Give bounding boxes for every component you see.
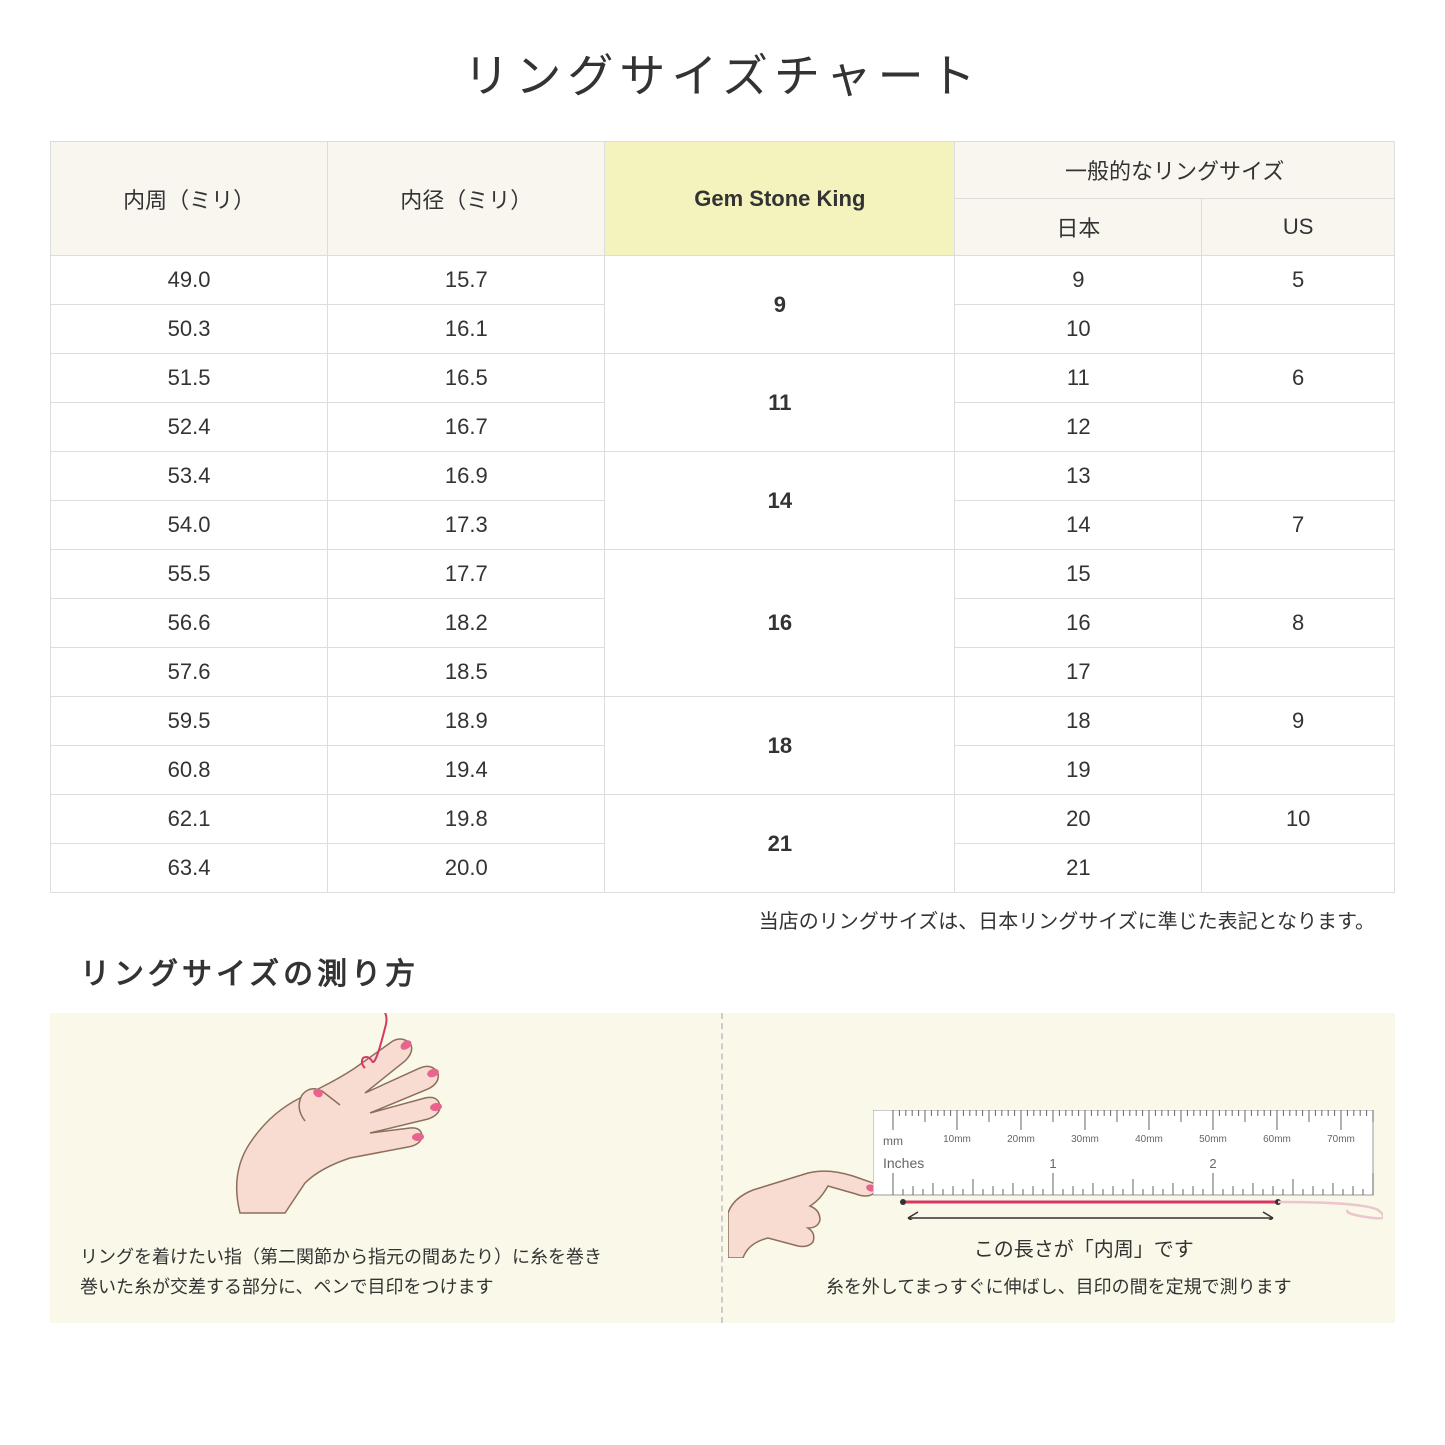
cell-circumference: 54.0 (51, 501, 328, 550)
svg-text:10mm: 10mm (943, 1134, 971, 1145)
cell-circumference: 52.4 (51, 403, 328, 452)
cell-japan: 19 (955, 746, 1202, 795)
cell-brand-size: 9 (605, 256, 955, 354)
cell-us (1202, 305, 1395, 354)
cell-us (1202, 648, 1395, 697)
cell-diameter: 18.2 (328, 599, 605, 648)
cell-diameter: 19.4 (328, 746, 605, 795)
cell-circumference: 62.1 (51, 795, 328, 844)
cell-circumference: 51.5 (51, 354, 328, 403)
cell-diameter: 15.7 (328, 256, 605, 305)
cell-us: 9 (1202, 697, 1395, 746)
svg-text:30mm: 30mm (1071, 1134, 1099, 1145)
instruction-right-panel: 10mm 20mm 30mm 40mm 50mm 60mm 70mm 1 2 mm Inches… (723, 1013, 1396, 1323)
cell-us (1202, 844, 1395, 893)
instruction-right-text: 糸を外してまっすぐに伸ばし、目印の間を定規で測ります (753, 1272, 1366, 1303)
table-row: 59.518.918189 (51, 697, 1395, 746)
cell-circumference: 60.8 (51, 746, 328, 795)
svg-text:20mm: 20mm (1007, 1134, 1035, 1145)
cell-circumference: 56.6 (51, 599, 328, 648)
cell-japan: 10 (955, 305, 1202, 354)
cell-brand-size: 18 (605, 697, 955, 795)
cell-us (1202, 403, 1395, 452)
cell-us (1202, 550, 1395, 599)
cell-japan: 13 (955, 452, 1202, 501)
instructions-container: リングを着けたい指（第二関節から指元の間あたり）に糸を巻き 巻いた糸が交差する部… (50, 1013, 1395, 1323)
cell-circumference: 63.4 (51, 844, 328, 893)
svg-text:40mm: 40mm (1135, 1134, 1163, 1145)
cell-brand-size: 11 (605, 354, 955, 452)
measure-subtitle: リングサイズの測り方 (80, 949, 1395, 993)
cell-circumference: 59.5 (51, 697, 328, 746)
table-row: 49.015.7995 (51, 256, 1395, 305)
cell-brand-size: 21 (605, 795, 955, 893)
svg-text:60mm: 60mm (1263, 1134, 1291, 1145)
cell-japan: 9 (955, 256, 1202, 305)
cell-diameter: 19.8 (328, 795, 605, 844)
svg-text:70mm: 70mm (1327, 1134, 1355, 1145)
cell-japan: 17 (955, 648, 1202, 697)
cell-us: 5 (1202, 256, 1395, 305)
cell-circumference: 49.0 (51, 256, 328, 305)
ruler-mm-label: mm (883, 1134, 903, 1148)
cell-diameter: 17.3 (328, 501, 605, 550)
header-circumference: 内周（ミリ） (51, 142, 328, 256)
cell-japan: 20 (955, 795, 1202, 844)
ruler-inches-label: Inches (883, 1155, 924, 1171)
page-title: リングサイズチャート (50, 40, 1395, 106)
ruler-illustration: 10mm 20mm 30mm 40mm 50mm 60mm 70mm 1 2 mm Inches (873, 1110, 1383, 1220)
cell-us: 6 (1202, 354, 1395, 403)
cell-diameter: 17.7 (328, 550, 605, 599)
instruction-left-line1: リングを着けたい指（第二関節から指元の間あたり）に糸を巻き (80, 1247, 602, 1267)
cell-brand-size: 14 (605, 452, 955, 550)
header-diameter: 内径（ミリ） (328, 142, 605, 256)
cell-japan: 12 (955, 403, 1202, 452)
cell-diameter: 16.7 (328, 403, 605, 452)
header-general: 一般的なリングサイズ (955, 142, 1395, 199)
table-row: 62.119.8212010 (51, 795, 1395, 844)
table-body: 49.015.799550.316.11051.516.51111652.416… (51, 256, 1395, 893)
cell-diameter: 20.0 (328, 844, 605, 893)
cell-circumference: 50.3 (51, 305, 328, 354)
size-chart-table: 内周（ミリ） 内径（ミリ） Gem Stone King 一般的なリングサイズ … (50, 141, 1395, 893)
cell-japan: 16 (955, 599, 1202, 648)
svg-text:50mm: 50mm (1199, 1134, 1227, 1145)
cell-diameter: 18.5 (328, 648, 605, 697)
ruler-container: 10mm 20mm 30mm 40mm 50mm 60mm 70mm 1 2 mm Inches… (873, 1110, 1366, 1262)
cell-us: 7 (1202, 501, 1395, 550)
cell-circumference: 57.6 (51, 648, 328, 697)
cell-diameter: 16.1 (328, 305, 605, 354)
table-row: 51.516.511116 (51, 354, 1395, 403)
cell-japan: 18 (955, 697, 1202, 746)
hand-wrap-illustration (210, 1013, 550, 1223)
header-japan: 日本 (955, 199, 1202, 256)
table-note: 当店のリングサイズは、日本リングサイズに準じた表記となります。 (50, 905, 1395, 934)
cell-brand-size: 16 (605, 550, 955, 697)
cell-us (1202, 452, 1395, 501)
svg-text:1: 1 (1049, 1156, 1056, 1171)
header-us: US (1202, 199, 1395, 256)
cell-us (1202, 746, 1395, 795)
svg-text:2: 2 (1209, 1156, 1216, 1171)
cell-japan: 21 (955, 844, 1202, 893)
instruction-left-line2: 巻いた糸が交差する部分に、ペンで目印をつけます (80, 1277, 493, 1297)
cell-japan: 15 (955, 550, 1202, 599)
table-row: 55.517.71615 (51, 550, 1395, 599)
table-row: 53.416.91413 (51, 452, 1395, 501)
cell-diameter: 18.9 (328, 697, 605, 746)
instruction-left-text: リングを着けたい指（第二関節から指元の間あたり）に糸を巻き 巻いた糸が交差する部… (80, 1242, 691, 1303)
cell-japan: 11 (955, 354, 1202, 403)
cell-japan: 14 (955, 501, 1202, 550)
header-brand: Gem Stone King (605, 142, 955, 256)
cell-diameter: 16.5 (328, 354, 605, 403)
instruction-left-panel: リングを着けたい指（第二関節から指元の間あたり）に糸を巻き 巻いた糸が交差する部… (50, 1013, 723, 1323)
cell-diameter: 16.9 (328, 452, 605, 501)
cell-us: 8 (1202, 599, 1395, 648)
cell-us: 10 (1202, 795, 1395, 844)
cell-circumference: 53.4 (51, 452, 328, 501)
ruler-caption: この長さが「内周」です (803, 1233, 1366, 1262)
cell-circumference: 55.5 (51, 550, 328, 599)
